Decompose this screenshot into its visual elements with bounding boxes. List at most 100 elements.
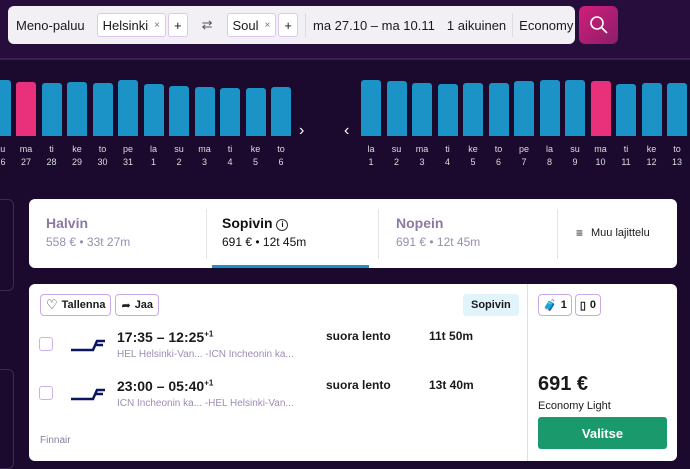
price-bar[interactable] (0, 80, 11, 136)
price-bar[interactable] (463, 82, 483, 136)
trip-type-select[interactable]: Meno-paluu (16, 17, 85, 33)
day-label[interactable]: ke 5 (460, 143, 486, 169)
origin-chip[interactable]: Helsinki × (96, 13, 167, 37)
leg-checkbox[interactable] (39, 386, 53, 400)
tab-subtitle: 558 € • 33t 27m (46, 235, 131, 249)
price-bar[interactable] (641, 82, 662, 136)
add-destination-button[interactable]: + (278, 13, 298, 37)
day-label[interactable]: pe 31 (115, 143, 141, 169)
info-icon[interactable]: i (276, 219, 289, 231)
stops: suora lento (326, 329, 391, 343)
day-label[interactable]: su 26 (0, 143, 14, 169)
day-label[interactable]: ti 4 (217, 143, 243, 169)
price-bar[interactable] (41, 83, 62, 136)
price-bar[interactable] (412, 82, 432, 136)
search-button[interactable] (579, 6, 618, 44)
cabin-class[interactable]: Economy (519, 17, 574, 33)
leg-checkbox[interactable] (39, 337, 53, 351)
day-label[interactable]: su 9 (562, 143, 588, 169)
chevron-left-icon[interactable]: ‹ (344, 122, 350, 139)
day-number: 26 (0, 157, 6, 167)
weekday: to (673, 144, 681, 154)
passengers[interactable]: 1 aikuinen (446, 17, 507, 33)
filter-panel (0, 369, 14, 469)
tab-title: Nopein (396, 215, 444, 231)
day-label[interactable]: la 1 (141, 143, 167, 169)
day-label[interactable]: ti 4 (435, 143, 461, 169)
price-bar[interactable] (616, 83, 636, 136)
sort-icon: ≡ (576, 226, 584, 240)
tab-cheapest[interactable]: Halvin 558 € • 33t 27m (46, 199, 130, 268)
day-label[interactable]: ma 27 (13, 143, 39, 169)
price-bar[interactable] (194, 86, 215, 136)
duration: 13t 40m (429, 378, 474, 392)
tab-fastest[interactable]: Nopein 691 € • 12t 45m (396, 199, 480, 268)
price-bar[interactable] (667, 82, 687, 136)
day-label[interactable]: ke 5 (243, 143, 269, 169)
price-bar[interactable] (386, 81, 407, 136)
share-button[interactable]: ➦ Jaa (115, 294, 160, 316)
day-label[interactable]: to 6 (486, 143, 512, 169)
day-number: 8 (546, 157, 552, 167)
price-bar-selected[interactable] (590, 81, 611, 136)
price-bar[interactable] (118, 80, 138, 136)
save-button[interactable]: ♡ Tallenna (40, 294, 112, 316)
day-label[interactable]: ti 11 (613, 143, 639, 169)
airline-name: Finnair (40, 435, 71, 446)
day-label[interactable]: ma 3 (192, 143, 218, 169)
day-label[interactable]: to 30 (90, 143, 116, 169)
select-button[interactable]: Valitse (538, 417, 667, 449)
weekday: ke (468, 144, 478, 154)
price-bar[interactable] (488, 82, 509, 136)
cabin-bag-icon: 🧳 (543, 299, 557, 312)
price-bar-selected[interactable] (16, 82, 36, 136)
price: 691 € (538, 373, 589, 395)
day-label[interactable]: su 2 (384, 143, 410, 169)
day-label[interactable]: pe 7 (511, 143, 537, 169)
day-label[interactable]: ma 3 (409, 143, 435, 169)
price-bar[interactable] (169, 85, 189, 136)
day-label[interactable]: to 6 (268, 143, 294, 169)
price-bar[interactable] (220, 88, 240, 136)
more-sort-button[interactable]: ≡ Muu lajittelu (576, 226, 650, 240)
add-origin-button[interactable]: + (168, 13, 188, 37)
day-label[interactable]: ke 12 (639, 143, 665, 169)
day-label[interactable]: to 13 (664, 143, 690, 169)
swap-icon[interactable]: ⇄ (201, 17, 213, 32)
day-label[interactable]: ti 28 (39, 143, 65, 169)
day-number: 6 (495, 157, 501, 167)
day-label[interactable]: ke 29 (64, 143, 90, 169)
price-bar[interactable] (245, 88, 266, 136)
date-range[interactable]: ma 27.10 – ma 10.11 (312, 17, 435, 33)
weekday: ma (19, 144, 33, 154)
day-label[interactable]: la 8 (537, 143, 563, 169)
day-number: 3 (419, 157, 425, 167)
weekday: pe (518, 144, 529, 154)
price-bar[interactable] (361, 80, 381, 136)
header: Meno-paluu Helsinki × + ⇄ Soul × + ma 27.1… (0, 0, 690, 60)
price-bar[interactable] (437, 83, 458, 136)
day-label[interactable]: la 1 (358, 143, 384, 169)
tab-best[interactable]: Sopivin i 691 € • 12t 45m (212, 199, 369, 268)
day-number: 10 (595, 157, 606, 167)
finnair-logo-icon (71, 339, 105, 352)
day-label[interactable]: su 2 (166, 143, 192, 169)
price-bar[interactable] (565, 80, 585, 136)
price-bar[interactable] (539, 80, 560, 136)
day-label[interactable]: ma 10 (588, 143, 614, 169)
tab-title: Halvin (46, 215, 89, 231)
destination-chip[interactable]: Soul × (226, 13, 277, 37)
remove-origin-icon[interactable]: × (154, 19, 161, 31)
price-bar[interactable] (92, 82, 113, 136)
chevron-right-icon[interactable]: › (299, 122, 305, 139)
price-bar[interactable] (514, 81, 534, 136)
remove-destination-icon[interactable]: × (264, 19, 271, 31)
weekday: ma (198, 144, 211, 154)
price-bar[interactable] (143, 84, 164, 136)
day-number: 30 (97, 157, 108, 167)
flight-times: 17:35 – 12:25+1 (117, 329, 214, 345)
price-bar[interactable] (271, 86, 291, 136)
price-bar[interactable] (67, 82, 87, 136)
day-number: 2 (176, 157, 182, 167)
finnair-logo-icon (71, 388, 105, 401)
